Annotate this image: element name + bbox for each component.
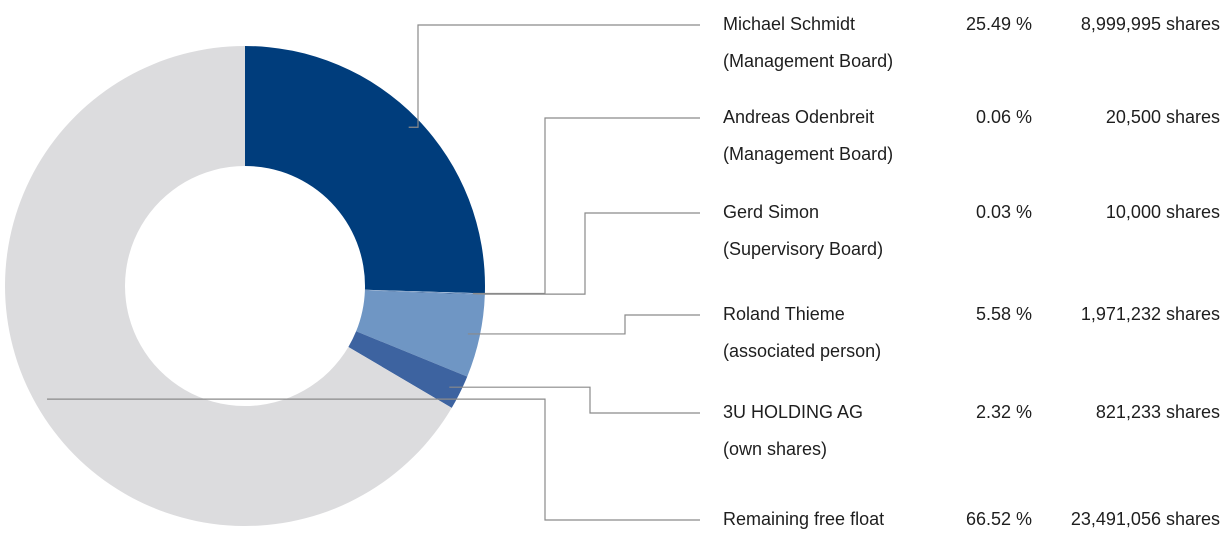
legend-name: Roland Thieme [723, 304, 845, 324]
value-label: 5.58 % [976, 304, 1032, 324]
leader-line [408, 24, 700, 128]
legend-name: Remaining free float [723, 509, 884, 529]
leader-line [472, 117, 700, 295]
value-label: 0.06 % [976, 107, 1032, 127]
slice [348, 331, 468, 408]
legend-name: Andreas Odenbreit [723, 107, 874, 127]
shares-label: 1,971,232 shares [1081, 304, 1220, 324]
legend-role: (own shares) [723, 439, 827, 459]
slice [364, 289, 485, 295]
shares-label: 20,500 shares [1106, 107, 1220, 127]
value-label: 0.03 % [976, 202, 1032, 222]
legend-role: (associated person) [723, 341, 881, 361]
legend-name: Gerd Simon [723, 202, 819, 222]
legend-name: Michael Schmidt [723, 14, 855, 34]
shares-label: 23,491,056 shares [1071, 509, 1220, 529]
slice [364, 290, 485, 295]
leader-line [467, 314, 700, 335]
shares-label: 821,233 shares [1096, 402, 1220, 422]
slice [245, 46, 486, 294]
leader-line [472, 212, 700, 295]
value-label: 66.52 % [966, 509, 1032, 529]
legend-role: (Management Board) [723, 51, 893, 71]
legend-role: (Supervisory Board) [723, 239, 883, 259]
legend-name: 3U HOLDING AG [723, 402, 863, 422]
leader-line [449, 386, 700, 414]
value-label: 2.32 % [976, 402, 1032, 422]
legend-role: (Management Board) [723, 144, 893, 164]
slice [356, 290, 485, 377]
shares-label: 8,999,995 shares [1081, 14, 1220, 34]
value-label: 25.49 % [966, 14, 1032, 34]
slice [5, 46, 452, 526]
leader-line [47, 398, 700, 521]
shares-label: 10,000 shares [1106, 202, 1220, 222]
